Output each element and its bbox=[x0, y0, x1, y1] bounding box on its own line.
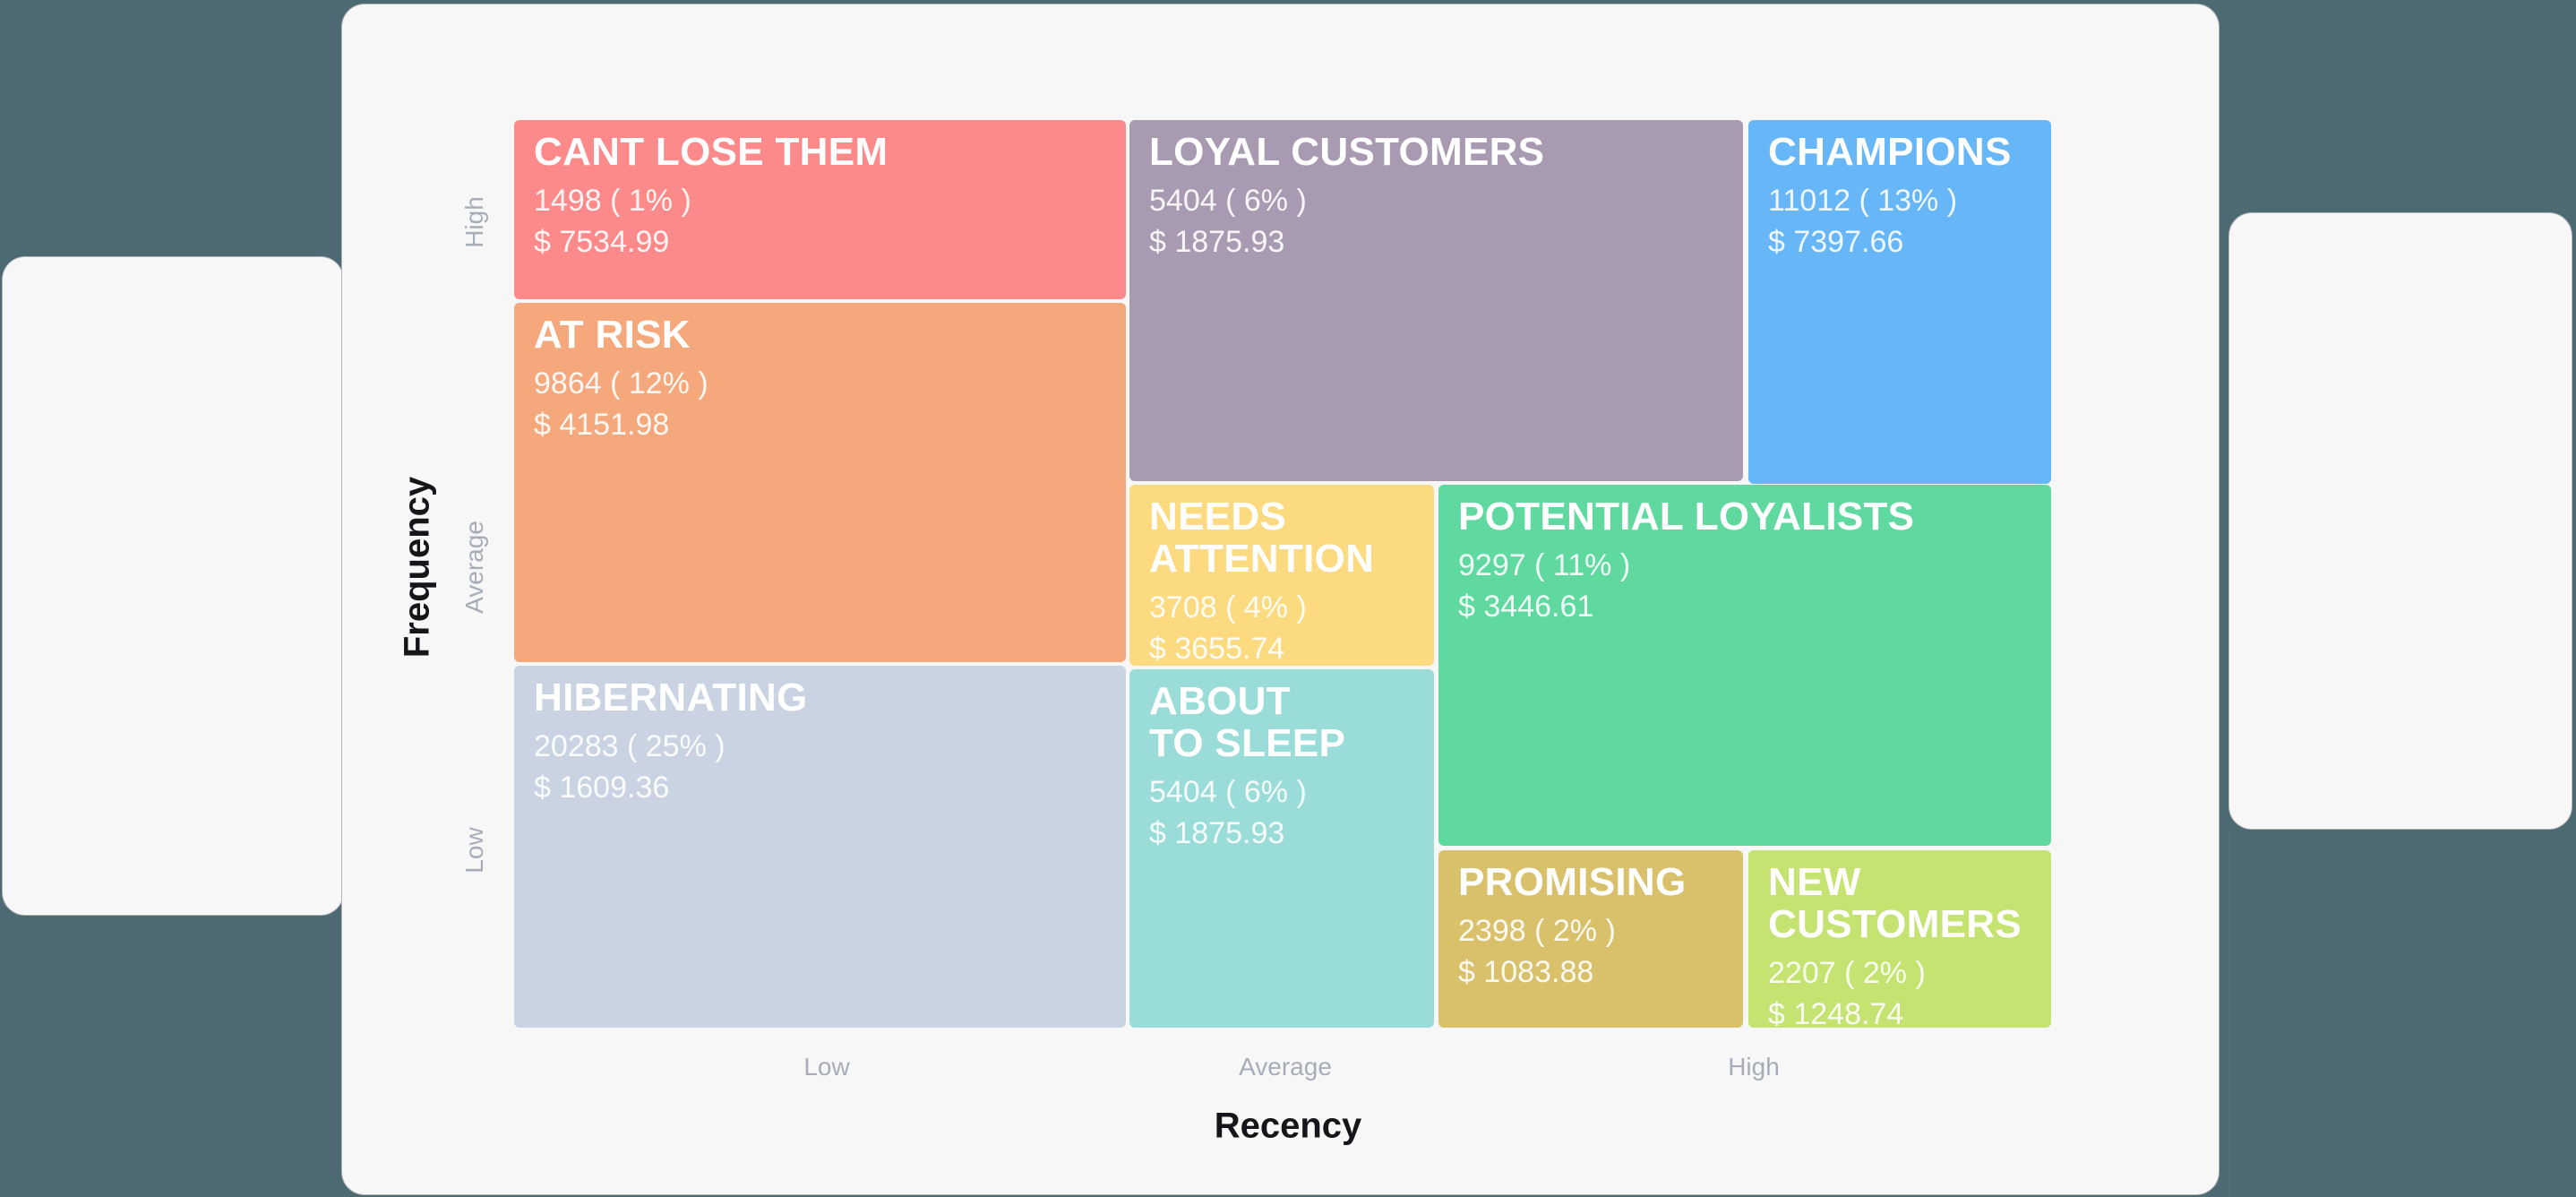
x-axis-title: Recency bbox=[1214, 1106, 1362, 1146]
background-card-left bbox=[2, 256, 344, 916]
segment-count: 1498 ( 1% ) bbox=[534, 184, 691, 219]
y-axis-tick-average: Average bbox=[460, 521, 488, 614]
segment-monetary: $ 1083.88 bbox=[1458, 954, 1594, 989]
segment-cant-lose-them[interactable]: CANT LOSE THEM 1498 ( 1% ) $ 7534.99 bbox=[514, 120, 1126, 299]
segment-title: CANT LOSE THEM bbox=[534, 130, 889, 174]
y-axis-tick-high: High bbox=[460, 196, 488, 248]
segment-count: 2207 ( 2% ) bbox=[1768, 956, 1926, 991]
card-edge-line bbox=[2228, 830, 2229, 1197]
segment-needs-attention[interactable]: NEEDS ATTENTION 3708 ( 4% ) $ 3655.74 bbox=[1129, 485, 1434, 666]
segment-title-line1: ABOUT bbox=[1149, 679, 1291, 723]
segment-monetary: $ 7534.99 bbox=[534, 224, 670, 259]
segment-title: HIBERNATING bbox=[534, 676, 808, 719]
segment-title: NEW CUSTOMERS bbox=[1768, 860, 2022, 947]
segment-count: 3708 ( 4% ) bbox=[1149, 590, 1307, 625]
segment-title: LOYAL CUSTOMERS bbox=[1149, 130, 1545, 174]
segment-count: 5404 ( 6% ) bbox=[1149, 775, 1307, 810]
segment-monetary: $ 4151.98 bbox=[534, 407, 670, 442]
segment-promising[interactable]: PROMISING 2398 ( 2% ) $ 1083.88 bbox=[1438, 850, 1743, 1028]
segment-title: POTENTIAL LOYALISTS bbox=[1458, 495, 1915, 538]
segment-about-to-sleep[interactable]: ABOUT TO SLEEP 5404 ( 6% ) $ 1875.93 bbox=[1129, 669, 1434, 1028]
segment-monetary: $ 3655.74 bbox=[1149, 631, 1285, 666]
segment-potential-loyalists[interactable]: POTENTIAL LOYALISTS 9297 ( 11% ) $ 3446.… bbox=[1438, 485, 2051, 846]
y-axis-tick-low: Low bbox=[460, 827, 488, 874]
segment-monetary: $ 7397.66 bbox=[1768, 224, 1904, 259]
segment-hibernating[interactable]: HIBERNATING 20283 ( 25% ) $ 1609.36 bbox=[514, 666, 1126, 1028]
segment-new-customers[interactable]: NEW CUSTOMERS 2207 ( 2% ) $ 1248.74 bbox=[1748, 850, 2051, 1031]
segment-monetary: $ 1248.74 bbox=[1768, 996, 1904, 1031]
segment-title: ABOUT TO SLEEP bbox=[1149, 680, 1418, 764]
segment-count: 20283 ( 25% ) bbox=[534, 729, 726, 764]
segment-loyal-customers[interactable]: LOYAL CUSTOMERS 5404 ( 6% ) $ 1875.93 bbox=[1129, 120, 1743, 481]
x-axis-tick-high: High bbox=[1728, 1053, 1780, 1081]
segment-monetary: $ 3446.61 bbox=[1458, 589, 1594, 624]
segment-count: 9864 ( 12% ) bbox=[534, 366, 708, 401]
segment-title: NEEDS ATTENTION bbox=[1149, 495, 1375, 581]
segment-count: 11012 ( 13% ) bbox=[1768, 184, 1958, 219]
segment-champions[interactable]: CHAMPIONS 11012 ( 13% ) $ 7397.66 bbox=[1748, 120, 2051, 484]
segment-count: 9297 ( 11% ) bbox=[1458, 548, 1631, 583]
x-axis-tick-average: Average bbox=[1239, 1053, 1332, 1081]
segment-count: 5404 ( 6% ) bbox=[1149, 184, 1307, 219]
segment-at-risk[interactable]: AT RISK 9864 ( 12% ) $ 4151.98 bbox=[514, 303, 1126, 662]
segment-monetary: $ 1875.93 bbox=[1149, 815, 1285, 850]
x-axis-tick-low: Low bbox=[803, 1053, 850, 1081]
segment-monetary: $ 1609.36 bbox=[534, 770, 670, 805]
y-axis-title: Frequency bbox=[397, 476, 437, 659]
segment-title: CHAMPIONS bbox=[1768, 130, 2012, 174]
background-card-right bbox=[2228, 212, 2572, 830]
segment-monetary: $ 1875.93 bbox=[1149, 224, 1285, 259]
segment-count: 2398 ( 2% ) bbox=[1458, 914, 1616, 949]
segment-title: AT RISK bbox=[534, 313, 691, 357]
segment-title: PROMISING bbox=[1458, 860, 1687, 904]
segment-title-line2: TO SLEEP bbox=[1149, 721, 1346, 766]
